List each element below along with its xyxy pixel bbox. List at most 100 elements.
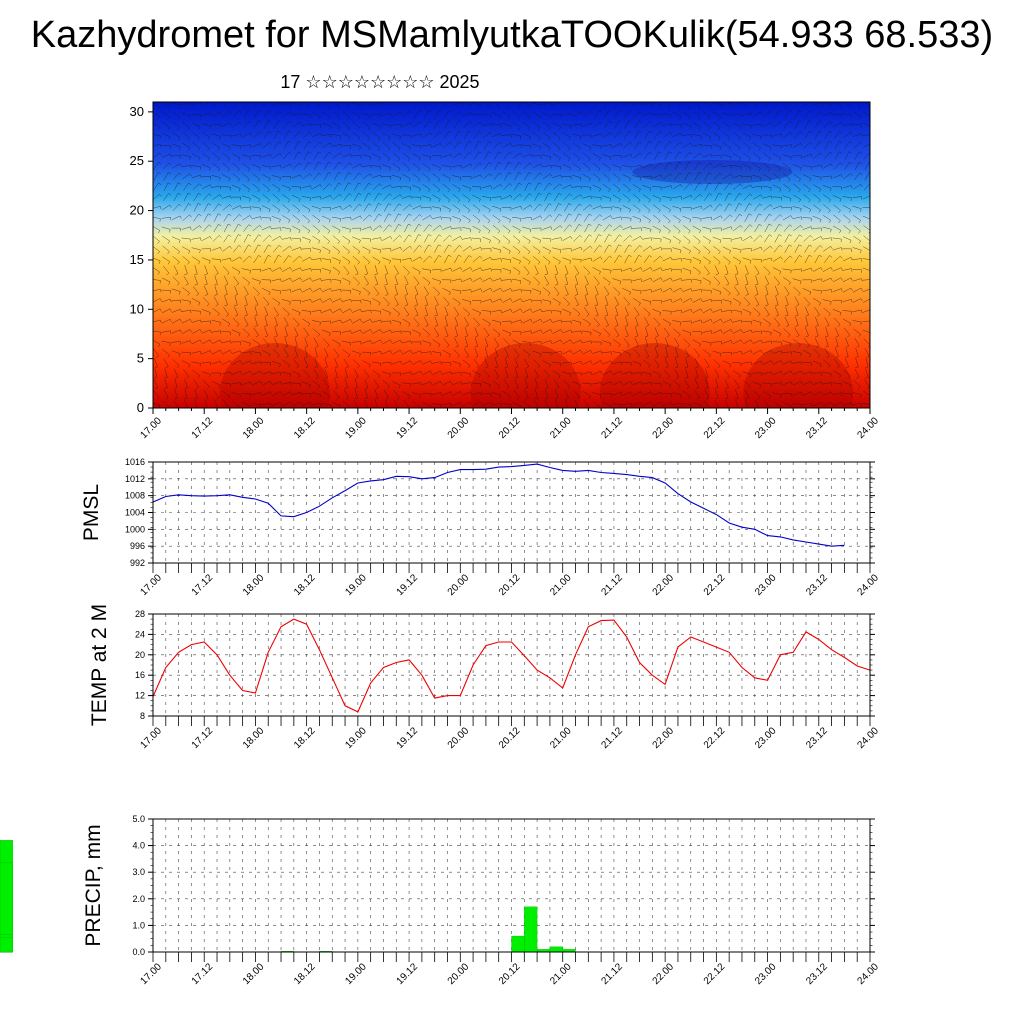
xtick-label: 17.12 <box>190 725 216 751</box>
heatmap-xtick-label: 19.12 <box>395 415 421 441</box>
warm-core-2 <box>599 343 710 408</box>
xtick-label: 20.00 <box>446 572 472 598</box>
heatmap-ytick-label: 25 <box>130 153 144 168</box>
ytick-label: 28 <box>135 609 145 619</box>
xtick-label: 17.00 <box>138 961 164 987</box>
pmsl-panel: 992 996 1000 1004 1008 1012 1016 17.00 17.12 18.0… <box>80 457 881 598</box>
cold-band <box>632 160 793 184</box>
xtick-label: 21.12 <box>599 572 625 598</box>
y-axis-title: TEMP at 2 M <box>88 604 111 726</box>
xtick-label: 18.12 <box>292 725 318 751</box>
xtick-label: 20.00 <box>446 961 472 987</box>
heatmap-xtick-label: 21.00 <box>548 415 574 441</box>
ytick-label: 1012 <box>125 474 145 484</box>
xtick-label: 22.12 <box>702 725 728 751</box>
y-axis-title: PMSL <box>80 484 103 541</box>
xtick-label: 22.00 <box>651 572 677 598</box>
ytick-label: 1004 <box>125 508 145 518</box>
heatmap-xtick-label: 23.12 <box>804 415 830 441</box>
ytick-label: 996 <box>130 541 145 551</box>
xtick-label: 22.12 <box>702 572 728 598</box>
precip-bar <box>524 906 538 953</box>
xtick-label: 21.00 <box>548 725 574 751</box>
series-line <box>152 463 845 547</box>
wind-barbs <box>153 102 870 408</box>
heatmap-xtick-label: 20.12 <box>497 415 523 441</box>
xtick-label: 20.00 <box>446 725 472 751</box>
heatmap-ytick-label: 10 <box>130 301 144 316</box>
chart-subtitle: 17 ☆☆☆☆☆☆☆☆ 2025 <box>280 72 480 92</box>
ytick-label: 0.0 <box>132 947 145 957</box>
wind-barb-field <box>153 102 870 408</box>
warm-core-1 <box>470 343 581 408</box>
precip-bar <box>549 946 563 953</box>
xtick-label: 20.12 <box>497 725 523 751</box>
heatmap-xtick-label: 17.12 <box>190 415 216 441</box>
chart-title: Kazhydromet for MSMamlyutkaTOOKulik(54.9… <box>30 14 994 56</box>
xtick-label: 24.00 <box>855 725 881 751</box>
xtick-label: 19.12 <box>395 725 421 751</box>
heatmap-ytick-label: 20 <box>130 203 144 218</box>
xtick-label: 23.12 <box>804 725 830 751</box>
xtick-label: 21.00 <box>548 572 574 598</box>
heatmap-xtick-label: 18.00 <box>241 415 267 441</box>
temp-panel: 8 12 16 20 24 28 17.00 17.12 18.00 18.12 19.00 19.1… <box>88 604 881 751</box>
xtick-label: 23.00 <box>753 961 779 987</box>
heatmap-panel: 0 5 10 15 20 25 30 17.00 17.12 18.00 18.12 19.00 19.… <box>130 101 881 441</box>
ytick-label: 5.0 <box>132 814 145 824</box>
ytick-label: 992 <box>130 558 145 568</box>
series-line <box>152 618 871 713</box>
xtick-label: 18.00 <box>241 572 267 598</box>
heatmap-xtick-label: 22.00 <box>651 415 677 441</box>
xtick-label: 18.12 <box>292 572 318 598</box>
heatmap-xtick-label: 23.00 <box>753 415 779 441</box>
heatmap-xtick-label: 18.12 <box>292 415 318 441</box>
xtick-label: 23.12 <box>804 961 830 987</box>
ytick-label: 4.0 <box>132 841 145 851</box>
heatmap-ytick-label: 0 <box>137 400 144 415</box>
heatmap-xtick-label: 20.00 <box>446 415 472 441</box>
precip-panel: 0.0 1.0 2.0 3.0 4.0 5.0 17.00 17.12 18.00 18.12 19… <box>0 814 881 987</box>
ytick-label: 24 <box>135 629 145 639</box>
heatmap-ytick-label: 15 <box>130 252 144 267</box>
ytick-label: 1000 <box>125 524 145 534</box>
precip-bar <box>0 937 13 953</box>
heatmap-xtick-label: 17.00 <box>138 415 164 441</box>
ytick-label: 2.0 <box>132 894 145 904</box>
xtick-label: 21.00 <box>548 961 574 987</box>
xtick-label: 19.00 <box>343 961 369 987</box>
xtick-label: 19.12 <box>395 572 421 598</box>
ytick-label: 3.0 <box>132 867 145 877</box>
ytick-label: 20 <box>135 650 145 660</box>
xtick-label: 17.00 <box>138 725 164 751</box>
ytick-label: 12 <box>135 691 145 701</box>
heatmap-xtick-label: 19.00 <box>343 415 369 441</box>
xtick-label: 22.00 <box>651 961 677 987</box>
xtick-label: 17.12 <box>190 572 216 598</box>
ytick-label: 1016 <box>125 457 145 467</box>
xtick-label: 21.12 <box>599 961 625 987</box>
xtick-label: 23.00 <box>753 725 779 751</box>
heatmap-xtick-label: 22.12 <box>702 415 728 441</box>
xtick-label: 18.12 <box>292 961 318 987</box>
xtick-label: 20.12 <box>497 961 523 987</box>
xtick-label: 22.12 <box>702 961 728 987</box>
xtick-label: 24.00 <box>855 572 881 598</box>
xtick-label: 19.00 <box>343 572 369 598</box>
ytick-label: 1.0 <box>132 920 145 930</box>
xtick-label: 18.00 <box>241 725 267 751</box>
heatmap-ytick-label: 30 <box>130 104 144 119</box>
heatmap-field <box>153 102 870 408</box>
xtick-label: 22.00 <box>651 725 677 751</box>
y-axis-title: PRECIP, mm <box>82 824 105 946</box>
xtick-label: 23.00 <box>753 572 779 598</box>
xtick-label: 19.00 <box>343 725 369 751</box>
heatmap-ytick-label: 5 <box>137 351 144 366</box>
xtick-label: 21.12 <box>599 725 625 751</box>
ytick-label: 8 <box>140 711 145 721</box>
xtick-label: 24.00 <box>855 961 881 987</box>
heatmap-xtick-label: 21.12 <box>599 415 625 441</box>
xtick-label: 19.12 <box>395 961 421 987</box>
xtick-label: 17.00 <box>138 572 164 598</box>
